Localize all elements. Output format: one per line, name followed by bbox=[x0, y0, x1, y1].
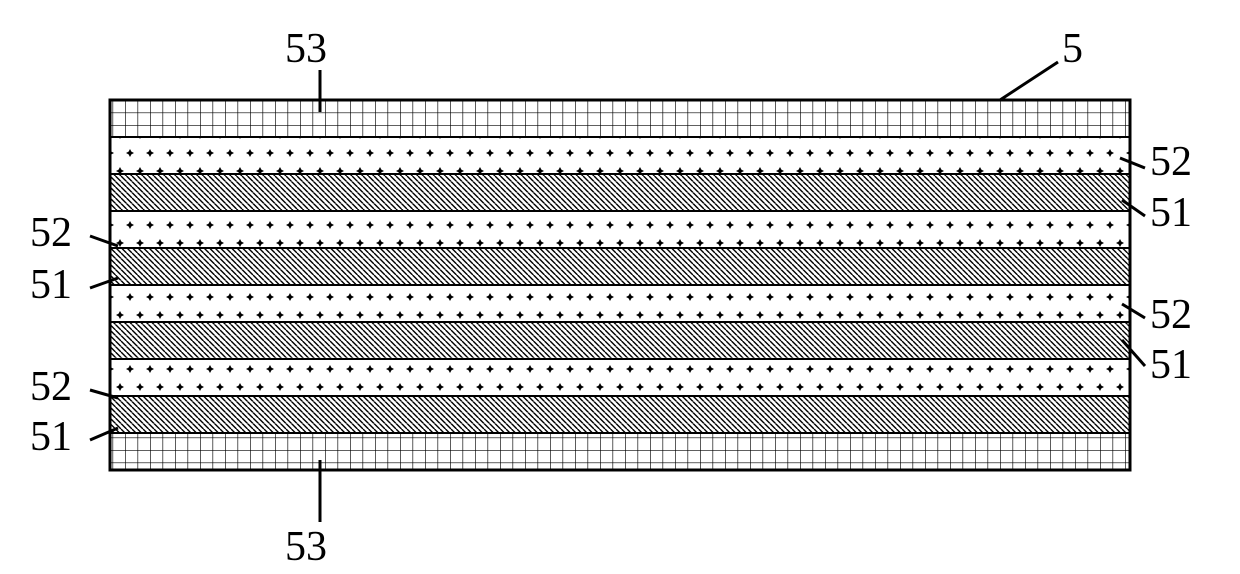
layer-dots-1 bbox=[110, 137, 1130, 174]
layer-dots-3 bbox=[110, 285, 1130, 322]
label-51: 51 bbox=[30, 262, 72, 308]
label-51: 51 bbox=[1150, 190, 1192, 236]
layer-dots-2 bbox=[110, 211, 1130, 248]
layer-stack bbox=[110, 100, 1130, 470]
layer-hatch-2 bbox=[110, 248, 1130, 285]
label-5: 5 bbox=[1062, 26, 1083, 72]
layer-top-grid bbox=[110, 100, 1130, 137]
label-51: 51 bbox=[1150, 342, 1192, 388]
layer-hatch-3 bbox=[110, 322, 1130, 359]
label-52: 52 bbox=[30, 364, 72, 410]
layer-hatch-4 bbox=[110, 396, 1130, 433]
layer-hatch-1 bbox=[110, 174, 1130, 211]
label-53: 53 bbox=[285, 26, 327, 72]
leader-line bbox=[1000, 62, 1058, 100]
label-52: 52 bbox=[1150, 139, 1192, 185]
label-52: 52 bbox=[30, 210, 72, 256]
layer-bot-grid bbox=[110, 433, 1130, 470]
layer-dots-4 bbox=[110, 359, 1130, 396]
label-52: 52 bbox=[1150, 292, 1192, 338]
label-51: 51 bbox=[30, 414, 72, 460]
label-53: 53 bbox=[285, 524, 327, 570]
